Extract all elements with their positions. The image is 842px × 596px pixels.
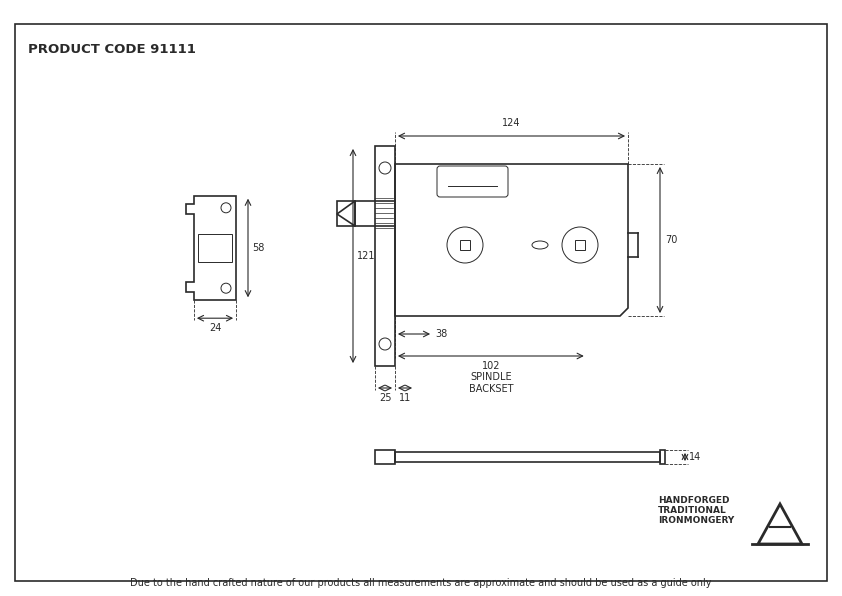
Text: 58: 58 <box>252 243 264 253</box>
Text: 11: 11 <box>399 393 411 403</box>
Text: 70: 70 <box>665 235 677 245</box>
Bar <box>575 240 585 250</box>
Text: 38: 38 <box>435 329 447 339</box>
Bar <box>660 450 665 464</box>
Bar <box>198 234 232 262</box>
Text: SPINDLE
BACKSET: SPINDLE BACKSET <box>469 372 513 393</box>
Bar <box>337 201 355 226</box>
Text: 102: 102 <box>482 361 500 371</box>
Text: 14: 14 <box>689 452 701 462</box>
Bar <box>395 452 660 462</box>
Text: 121: 121 <box>357 251 376 261</box>
Text: TRADITIONAL: TRADITIONAL <box>658 506 727 515</box>
Bar <box>460 240 470 250</box>
Text: PRODUCT CODE 91111: PRODUCT CODE 91111 <box>28 43 196 56</box>
Text: 25: 25 <box>379 393 392 403</box>
Text: 124: 124 <box>502 118 520 128</box>
Text: HANDFORGED: HANDFORGED <box>658 496 729 505</box>
Bar <box>375 450 395 464</box>
Text: IRONMONGERY: IRONMONGERY <box>658 516 734 525</box>
Text: 24: 24 <box>209 323 221 333</box>
Text: Due to the hand crafted nature of our products all measurements are approximate : Due to the hand crafted nature of our pr… <box>131 578 711 588</box>
